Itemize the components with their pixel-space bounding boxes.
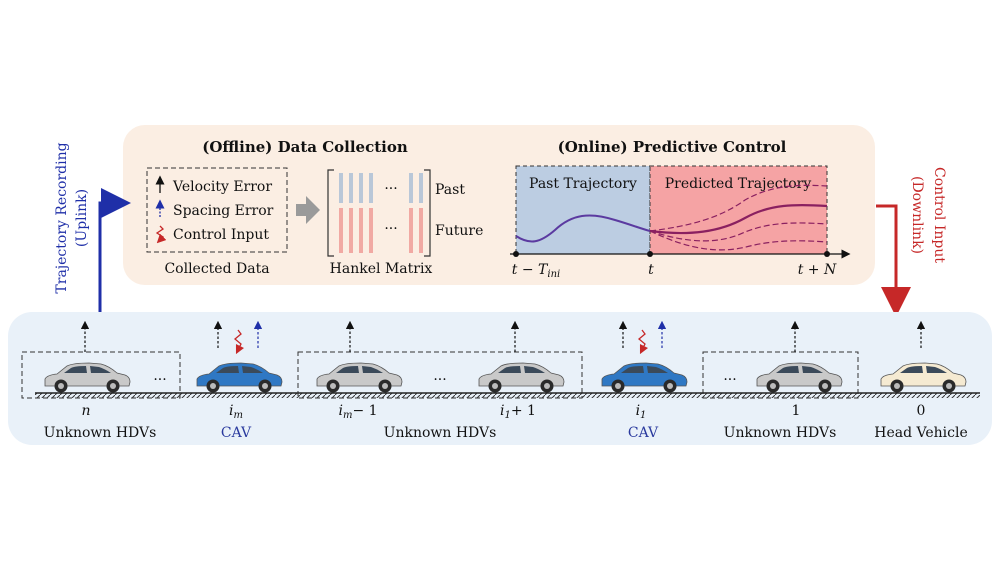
group-label-cav-2: CAV <box>628 425 659 441</box>
group-label-hdvs-2: Unknown HDVs <box>384 425 497 441</box>
velocity-error-arrows <box>80 320 926 352</box>
tick-end-dot <box>824 251 830 257</box>
uplink-label-line1: Trajectory Recording <box>54 142 70 293</box>
index-i1-plus-1: i1+ 1 <box>500 403 536 421</box>
downlink-label-line2: (Downlink) <box>909 176 925 254</box>
index-0: 0 <box>917 403 926 419</box>
legend-velocity-error: Velocity Error <box>172 179 272 195</box>
legend-control-input: Control Input <box>173 227 269 243</box>
downlink-label-line1: Control Input <box>931 167 947 263</box>
future-label: Future <box>435 223 483 239</box>
uplink-label-line2: (Uplink) <box>74 189 90 247</box>
hankel-matrix <box>327 169 431 257</box>
prediction-lower-bound <box>649 222 828 242</box>
platoon-dots-3: ··· <box>723 372 736 388</box>
downlink-arrow <box>876 204 911 317</box>
group-label-hdvs-3: Unknown HDVs <box>724 425 837 441</box>
predicted-trajectory-label: Predicted Trajectory <box>665 176 812 192</box>
past-trajectory-label: Past Trajectory <box>529 176 637 192</box>
index-im: im <box>229 403 243 421</box>
control-input-zigzag-icon <box>155 225 167 244</box>
hdv-group-box-3 <box>702 351 859 399</box>
hankel-dots-top: ··· <box>384 181 397 197</box>
prediction-lower-bound-2 <box>649 230 828 251</box>
index-i1: i1 <box>636 403 647 421</box>
tick-start-dot <box>513 251 519 257</box>
index-im-minus-1: im− 1 <box>338 403 377 421</box>
offline-title: (Offline) Data Collection <box>202 138 408 156</box>
platoon-dots-1: ··· <box>153 372 166 388</box>
tick-start-label: t − Tini <box>512 262 560 280</box>
past-trajectory-curve <box>515 214 651 243</box>
spacing-error-arrows <box>253 320 667 348</box>
index-n: n <box>81 403 90 419</box>
group-label-hdvs-1: Unknown HDVs <box>44 425 157 441</box>
past-label: Past <box>435 182 465 198</box>
gray-transform-arrow-icon <box>296 196 320 224</box>
road-hatch <box>35 393 980 398</box>
group-label-head-vehicle: Head Vehicle <box>874 425 967 441</box>
collected-data-label: Collected Data <box>164 261 269 277</box>
predicted-trajectory-curve <box>649 203 828 235</box>
platoon-dots-2: ··· <box>433 372 446 388</box>
prediction-upper-bound <box>649 184 828 232</box>
control-input-zigzags <box>233 329 649 355</box>
group-label-cav-1: CAV <box>221 425 252 441</box>
tick-end-label: t + N <box>798 262 837 278</box>
tick-mid-dot <box>647 251 653 257</box>
tick-mid-label: t <box>648 262 654 278</box>
uplink-arrow <box>98 188 131 312</box>
index-1: 1 <box>792 403 801 419</box>
online-title: (Online) Predictive Control <box>558 138 787 156</box>
legend-spacing-error: Spacing Error <box>173 203 274 219</box>
hankel-dots-bottom: ··· <box>384 221 397 237</box>
hankel-label: Hankel Matrix <box>330 261 433 277</box>
predicted-trajectory-region <box>649 165 828 255</box>
